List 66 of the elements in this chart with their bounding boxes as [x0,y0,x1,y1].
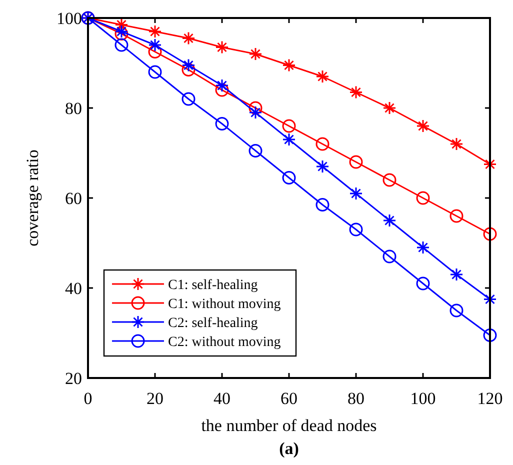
point [349,222,363,236]
point [349,155,363,169]
point [483,227,497,241]
point [316,137,330,151]
point [450,137,464,151]
legend-label: C2: self-healing [168,316,258,331]
point [416,240,430,254]
point [450,209,464,223]
point [248,101,262,115]
y-tick-label: 100 [56,9,82,28]
y-tick-label: 20 [65,369,82,388]
point [483,328,497,342]
point [148,65,162,79]
point [248,47,262,61]
point [148,38,162,52]
legend-label: C2: without moving [168,335,281,350]
y-tick-label: 60 [65,189,82,208]
point [382,101,396,115]
point [416,191,430,205]
y-tick-label: 40 [65,279,82,298]
point [182,58,196,72]
point [182,32,196,45]
point [349,86,363,99]
point [215,117,229,130]
legend-label: C1: without moving [168,297,281,312]
point [282,132,296,146]
point [382,250,396,264]
point [483,292,497,306]
point [316,70,330,84]
point [416,119,430,133]
x-axis-title: the number of dead nodes [201,416,377,435]
point [114,27,128,40]
point [450,304,464,318]
point [148,45,162,58]
point [215,40,229,54]
y-axis-title: coverage ratio [23,150,42,246]
x-tick-label: 0 [84,389,92,408]
point [282,58,296,72]
point [282,171,296,184]
point [349,186,363,200]
point [182,92,196,106]
x-tick-label: 40 [214,389,230,408]
point [382,214,396,228]
point [114,38,128,52]
point [148,24,162,38]
point [114,24,128,38]
point [316,160,330,174]
point [215,83,229,97]
point [248,106,262,120]
point [416,276,430,290]
point [316,198,330,212]
text: (a) [279,439,299,458]
x-tick-label: 60 [280,389,298,408]
point [182,63,196,76]
y-tick-label: 80 [65,99,82,118]
x-tick-label: 20 [146,389,164,408]
x-tick-label: 120 [477,389,503,408]
point [483,158,497,171]
point [450,268,464,282]
point [215,78,229,92]
x-tick-label: 80 [348,389,364,408]
point [282,119,296,133]
point [248,144,262,158]
legend-label: C1: self-healing [168,278,258,293]
point [382,173,396,187]
x-tick-label: 100 [410,389,436,408]
